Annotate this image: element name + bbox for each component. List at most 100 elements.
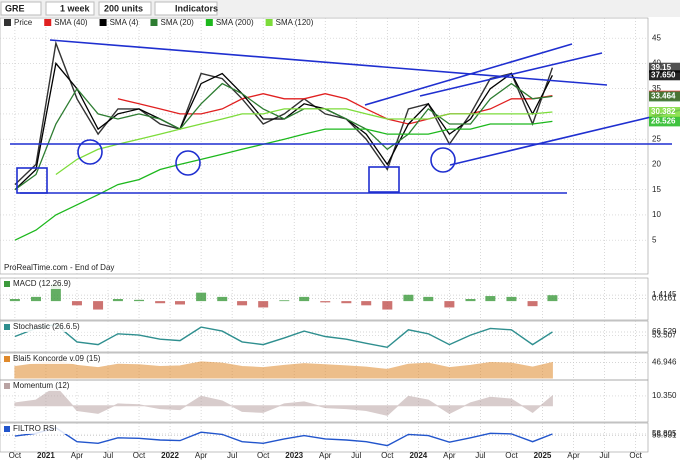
trendline bbox=[449, 109, 680, 166]
bar bbox=[237, 301, 248, 306]
bar bbox=[50, 284, 61, 302]
legend-label: Price bbox=[14, 18, 33, 27]
panel-title-box bbox=[2, 424, 112, 434]
last-value-box bbox=[649, 116, 680, 127]
bar bbox=[31, 296, 41, 302]
x-tick-label: Jul bbox=[599, 451, 609, 460]
y-tick-label: 46.946 bbox=[652, 358, 677, 367]
bar bbox=[444, 301, 455, 308]
panel-title: FILTRO RSI bbox=[13, 424, 56, 433]
trendline bbox=[419, 52, 603, 97]
period-box[interactable] bbox=[45, 1, 95, 16]
bar bbox=[485, 296, 496, 302]
y-tick-label: 55.931 bbox=[652, 431, 677, 440]
circle-marker bbox=[430, 147, 456, 173]
panel-swatch bbox=[4, 383, 10, 389]
panel-swatch bbox=[4, 281, 10, 287]
bar bbox=[9, 299, 20, 302]
panel-title-box bbox=[2, 322, 112, 332]
symbol-box[interactable] bbox=[0, 1, 42, 16]
x-tick-label: Oct bbox=[381, 451, 394, 460]
x-tick-label: Jul bbox=[351, 451, 361, 460]
panel bbox=[0, 17, 649, 275]
bar bbox=[279, 300, 290, 302]
legend-swatch bbox=[99, 19, 107, 26]
bar bbox=[93, 301, 104, 310]
symbol[interactable]: GRE bbox=[5, 3, 25, 13]
panel-title-box bbox=[2, 381, 112, 391]
x-tick-label: 2022 bbox=[161, 451, 179, 460]
panel-swatch bbox=[4, 426, 10, 432]
trendline bbox=[49, 39, 608, 86]
x-tick-label: Oct bbox=[257, 451, 270, 460]
y-tick-label: 58.805 bbox=[652, 429, 677, 438]
y-tick-label: 25 bbox=[652, 134, 661, 143]
panel-title: Blai5 Koncorde v.09 (15) bbox=[13, 354, 101, 363]
last-value-label: 30.382 bbox=[651, 107, 676, 116]
bar bbox=[299, 296, 310, 302]
y-tick-label: 10 bbox=[652, 210, 661, 219]
bar bbox=[175, 301, 185, 305]
units[interactable]: 200 units bbox=[104, 3, 143, 13]
bar bbox=[361, 301, 372, 306]
footer: ProRealTime.com - End of Day bbox=[4, 263, 114, 272]
y-tick-label: 45 bbox=[652, 33, 661, 42]
bar bbox=[465, 299, 476, 302]
last-value-box bbox=[649, 91, 680, 102]
indicators[interactable]: Indicators bbox=[175, 3, 218, 13]
panel-title: Stochastic (26.6.5) bbox=[13, 322, 80, 331]
y-tick-label: 66.529 bbox=[652, 327, 677, 336]
x-tick-label: Apr bbox=[71, 451, 84, 460]
circle-marker bbox=[175, 150, 201, 176]
box-marker bbox=[16, 167, 48, 194]
indicators-box[interactable] bbox=[154, 1, 218, 16]
bar bbox=[134, 299, 145, 302]
panel bbox=[0, 320, 649, 353]
bar bbox=[547, 295, 558, 302]
y-tick-label: 5 bbox=[652, 235, 657, 244]
bar bbox=[258, 301, 269, 308]
bar bbox=[423, 296, 434, 302]
legend-swatch bbox=[4, 19, 11, 26]
bar bbox=[527, 301, 538, 307]
series-line bbox=[55, 108, 553, 176]
last-value-label: 39.15 bbox=[651, 63, 672, 72]
x-tick-label: 2024 bbox=[409, 451, 427, 460]
legend-label: SMA (40) bbox=[54, 18, 88, 27]
bar bbox=[217, 296, 228, 302]
bar bbox=[403, 294, 414, 302]
panel-title-box bbox=[2, 354, 112, 364]
trendline bbox=[364, 43, 573, 106]
panel-swatch bbox=[4, 356, 10, 362]
panel-title-box bbox=[2, 279, 112, 289]
y-tick-label: 53.507 bbox=[652, 331, 677, 340]
y-tick-label: 1.4145 bbox=[652, 290, 677, 299]
last-value-box bbox=[649, 70, 680, 81]
panel bbox=[0, 379, 649, 423]
x-tick-label: Apr bbox=[319, 451, 332, 460]
panel-title: Momentum (12) bbox=[13, 381, 70, 390]
x-tick-label: Oct bbox=[629, 451, 642, 460]
legend-label: SMA (200) bbox=[216, 18, 254, 27]
x-tick-label: 2025 bbox=[534, 451, 552, 460]
units-box[interactable] bbox=[98, 1, 152, 16]
bar bbox=[382, 301, 393, 310]
period[interactable]: 1 week bbox=[60, 3, 91, 13]
x-tick-label: Oct bbox=[133, 451, 146, 460]
bar bbox=[71, 301, 82, 306]
y-tick-label: 20 bbox=[652, 160, 661, 169]
series-line bbox=[14, 61, 553, 191]
y-tick-label: 15 bbox=[652, 185, 661, 194]
series-line bbox=[14, 120, 553, 241]
x-tick-label: 2023 bbox=[285, 451, 303, 460]
circle-marker bbox=[77, 139, 103, 165]
x-tick-label: Jul bbox=[227, 451, 237, 460]
last-value-label: 28.526 bbox=[651, 116, 676, 125]
x-tick-label: Jul bbox=[103, 451, 113, 460]
box-marker bbox=[368, 166, 400, 193]
area bbox=[14, 386, 553, 416]
y-tick-label: 35 bbox=[652, 84, 661, 93]
legend-swatch bbox=[205, 19, 213, 26]
bar bbox=[341, 301, 352, 304]
series-line bbox=[14, 82, 553, 191]
